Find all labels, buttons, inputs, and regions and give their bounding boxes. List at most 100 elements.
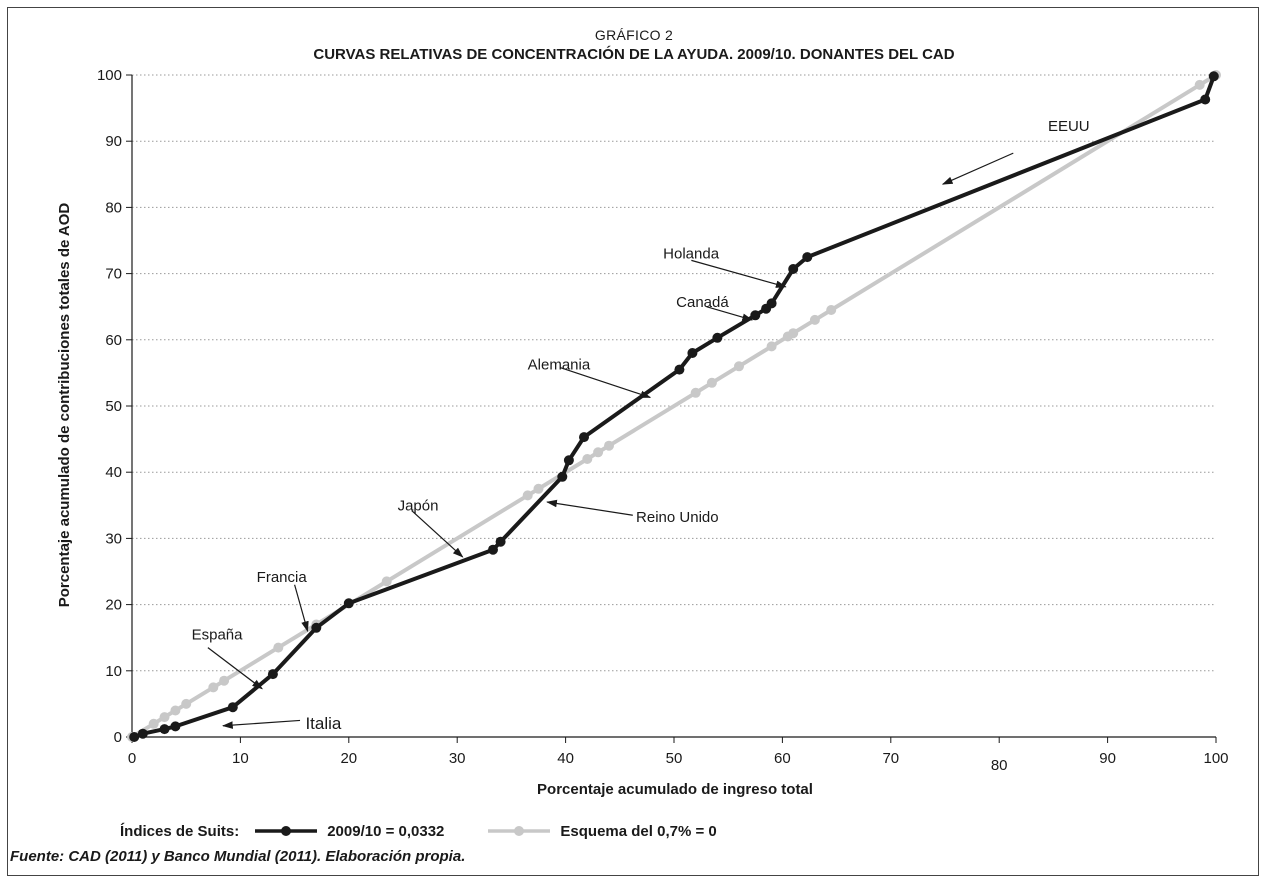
- data-point-light-17: [734, 361, 744, 372]
- data-point-light-6: [219, 675, 230, 686]
- data-point-light-20: [788, 328, 799, 339]
- data-point-light-4: [181, 698, 192, 709]
- data-point-light-16: [706, 377, 717, 388]
- data-point-dark-0: [129, 732, 140, 742]
- annotation-label-eeuu: EEUU: [1048, 118, 1090, 135]
- y-axis-label: Porcentaje acumulado de contribuciones t…: [56, 203, 73, 608]
- gridlines: [132, 74, 1216, 672]
- data-point-light-12: [582, 454, 593, 464]
- data-point-dark-18: [766, 298, 777, 309]
- x-tick-label-10: 10: [232, 750, 249, 767]
- x-tick-label-0: 0: [128, 750, 136, 767]
- chart-frame: [7, 7, 1259, 876]
- annotation-arrow-jap-n: [411, 510, 464, 558]
- x-tick-label-90: 90: [1099, 750, 1116, 767]
- annotation-arrow-holanda: [691, 259, 787, 288]
- annotation-arrow-alemania: [559, 367, 652, 398]
- data-point-dark-16: [750, 310, 761, 321]
- x-tick-label-50: 50: [666, 750, 683, 767]
- data-point-dark-12: [579, 432, 589, 443]
- annotation-label-reino-unido: Reino Unido: [636, 509, 719, 526]
- data-point-light-11: [533, 483, 544, 494]
- x-axis-label: Porcentaje acumulado de ingreso total: [537, 781, 813, 798]
- data-point-light-13: [593, 447, 604, 458]
- y-tick-label-90: 90: [105, 133, 122, 150]
- x-tick-label-20: 20: [340, 750, 357, 767]
- data-point-dark-10: [557, 471, 568, 482]
- annotation-arrow-francia: [294, 584, 309, 633]
- data-point-light-3: [170, 705, 181, 716]
- annotation-arrow-reino-unido: [546, 499, 633, 516]
- x-tick-label-80: 80: [991, 757, 1008, 774]
- annotation-arrow-canad-: [706, 306, 754, 321]
- annotation-arrow-espa-a: [207, 647, 263, 690]
- legend: Índices de Suits: 2009/10 = 0,0332 Esque…: [120, 821, 759, 841]
- axes: 0 10 20 30 40 50 60 70 80 90 100 0 10 20 30 40 50 60 70 80 9…: [97, 67, 1229, 774]
- data-point-light-1: [148, 718, 159, 729]
- annotation-label-francia: Francia: [257, 569, 308, 586]
- data-point-dark-22: [1208, 71, 1219, 82]
- data-point-dark-21: [1200, 94, 1211, 105]
- annotation-arrow-eeuu: [941, 152, 1014, 185]
- data-point-dark-15: [712, 332, 723, 343]
- y-tick-label-40: 40: [105, 464, 122, 481]
- data-point-dark-11: [563, 455, 574, 466]
- legend-title: Índices de Suits:: [120, 822, 240, 840]
- y-tick-label-60: 60: [105, 332, 122, 349]
- x-tick-label-100: 100: [1203, 750, 1228, 767]
- data-point-light-7: [273, 642, 284, 653]
- y-tick-label-80: 80: [105, 199, 122, 216]
- data-point-light-23: [1194, 79, 1205, 90]
- data-point-light-9: [381, 576, 392, 587]
- data-point-dark-9: [495, 536, 506, 547]
- x-tick-label-30: 30: [449, 750, 466, 767]
- data-point-dark-7: [343, 598, 354, 609]
- data-point-dark-14: [687, 348, 698, 358]
- y-tick-label-10: 10: [105, 663, 122, 680]
- data-point-dark-20: [802, 252, 813, 263]
- annotation-label-canad-: Canadá: [676, 294, 729, 311]
- series-lines: [127, 70, 1221, 742]
- annotations: EEUU Holanda Canadá Alemania Reino Unido Japó…: [192, 118, 1090, 733]
- data-point-dark-6: [311, 622, 322, 633]
- x-tick-label-60: 60: [774, 750, 791, 767]
- data-point-light-5: [208, 682, 219, 693]
- y-tick-label-50: 50: [105, 398, 122, 415]
- legend-item-2009-10: 2009/10 = 0,0332: [327, 822, 445, 840]
- legend-swatch-light: [488, 826, 551, 836]
- x-tick-label-40: 40: [557, 750, 574, 767]
- annotation-label-jap-n: Japón: [398, 497, 439, 514]
- data-point-dark-8: [488, 544, 498, 555]
- data-point-dark-2: [159, 724, 170, 735]
- legend-item-esquema: Esquema del 0,7% = 0: [560, 822, 717, 840]
- data-point-dark-4: [227, 702, 238, 713]
- data-point-light-18: [766, 341, 777, 352]
- y-tick-label-30: 30: [105, 530, 122, 547]
- data-point-light-22: [826, 305, 837, 315]
- data-point-light-14: [604, 440, 614, 451]
- x-tick-label-70: 70: [882, 750, 899, 767]
- data-point-light-2: [159, 712, 170, 723]
- data-point-light-10: [522, 490, 533, 501]
- annotation-arrow-italia: [221, 719, 301, 729]
- data-point-dark-13: [674, 364, 685, 375]
- chart-kicker: GRÁFICO 2: [594, 27, 674, 43]
- chart-title: CURVAS RELATIVAS DE CONCENTRACIÓN DE LA …: [313, 46, 955, 63]
- y-tick-label-20: 20: [105, 597, 122, 614]
- y-tick-label-0: 0: [114, 729, 122, 746]
- annotation-label-holanda: Holanda: [663, 246, 720, 263]
- data-point-dark-1: [137, 728, 148, 739]
- y-tick-label-100: 100: [97, 67, 122, 84]
- data-point-light-21: [809, 314, 820, 325]
- data-point-dark-19: [788, 264, 799, 274]
- data-point-dark-3: [170, 721, 181, 732]
- data-point-dark-5: [267, 669, 278, 680]
- annotation-label-alemania: Alemania: [528, 356, 591, 373]
- annotation-label-espa-a: España: [192, 626, 244, 643]
- data-point-light-15: [690, 387, 701, 398]
- source-note: Fuente: CAD (2011) y Banco Mundial (2011…: [10, 848, 466, 865]
- annotation-label-italia: Italia: [305, 714, 341, 733]
- legend-swatch-dark: [255, 826, 318, 836]
- y-tick-label-70: 70: [105, 266, 122, 283]
